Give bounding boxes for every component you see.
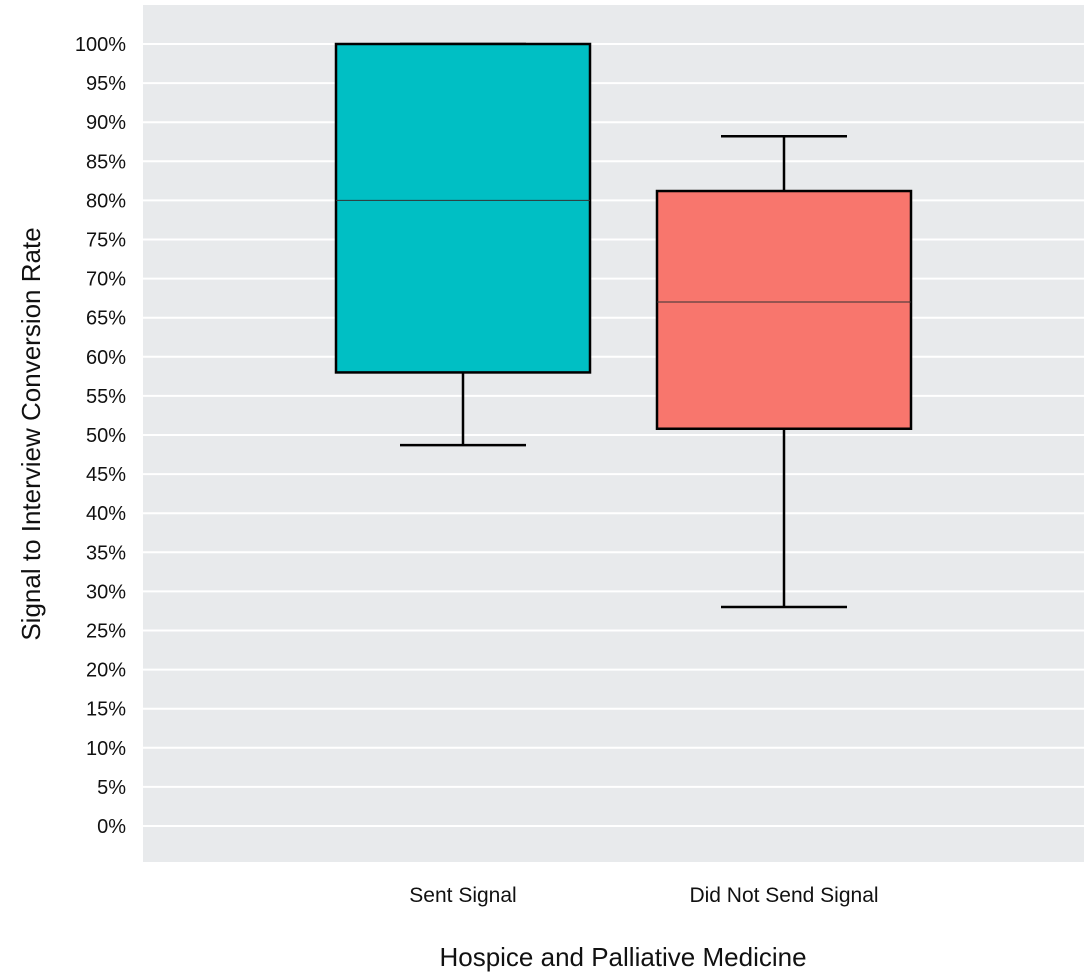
y-tick-label: 15%	[86, 699, 126, 721]
y-axis-ticks: 0% 5% 10% 15% 20% 25% 30% 35% 40% 45% 50% 55% 60% 65%…	[75, 34, 126, 838]
y-tick-label: 45%	[86, 464, 126, 486]
y-tick-label: 10%	[86, 738, 126, 760]
x-category-label: Sent Signal	[409, 884, 516, 907]
y-tick-label: 60%	[86, 347, 126, 369]
box-did-not-send-signal	[655, 135, 913, 609]
x-axis-categories: Sent Signal Did Not Send Signal	[409, 884, 878, 907]
y-tick-label: 95%	[86, 73, 126, 95]
y-tick-label: 55%	[86, 386, 126, 408]
box-series	[334, 42, 913, 609]
plot-panel	[143, 5, 1084, 862]
y-tick-label: 35%	[86, 542, 126, 564]
y-tick-label: 0%	[97, 816, 126, 838]
y-tick-label: 80%	[86, 190, 126, 212]
box-sent-signal	[334, 42, 592, 447]
iqr-box	[655, 189, 913, 430]
y-axis-title: Signal to Interview Conversion Rate	[16, 227, 46, 640]
y-tick-label: 65%	[86, 308, 126, 330]
y-tick-label: 40%	[86, 503, 126, 525]
y-tick-label: 30%	[86, 581, 126, 603]
y-tick-label: 75%	[86, 230, 126, 252]
y-tick-label: 25%	[86, 621, 126, 643]
y-tick-label: 20%	[86, 660, 126, 682]
y-tick-label: 50%	[86, 425, 126, 447]
y-tick-label: 70%	[86, 269, 126, 291]
y-tick-label: 100%	[75, 34, 126, 56]
x-category-label: Did Not Send Signal	[689, 884, 878, 907]
y-tick-label: 5%	[97, 777, 126, 799]
iqr-box	[334, 42, 592, 374]
y-tick-label: 90%	[86, 112, 126, 134]
grid-lines	[143, 43, 1084, 827]
y-tick-label: 85%	[86, 151, 126, 173]
x-axis-title: Hospice and Palliative Medicine	[439, 942, 806, 972]
